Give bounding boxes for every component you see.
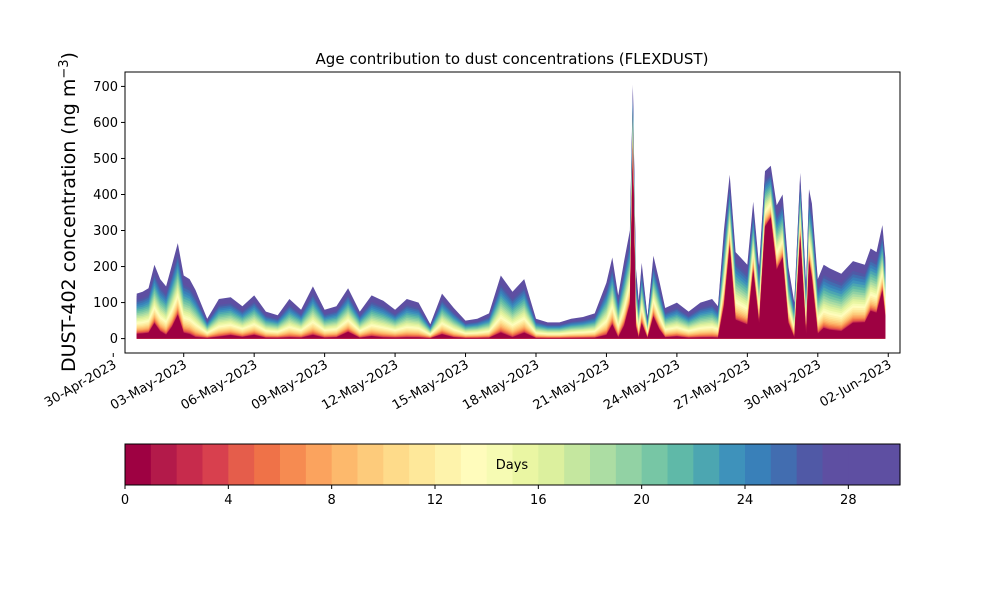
x-tick-label: 24-May-2023 bbox=[601, 357, 683, 413]
colorbar-bin bbox=[693, 444, 720, 485]
colorbar-bin bbox=[615, 444, 643, 485]
colorbar-bin bbox=[202, 444, 229, 485]
colorbar-bin bbox=[254, 444, 281, 485]
colorbar-tick-label: 8 bbox=[328, 493, 336, 508]
colorbar-bin bbox=[280, 444, 307, 485]
colorbar-tick-label: 20 bbox=[633, 493, 650, 508]
x-tick-label: 12-May-2023 bbox=[319, 357, 401, 413]
x-tick-label: 06-May-2023 bbox=[178, 357, 260, 413]
x-tick-label: 30-Apr-2023 bbox=[42, 357, 119, 410]
colorbar-label: Days bbox=[496, 458, 529, 473]
colorbar-bin bbox=[486, 444, 514, 485]
x-tick-label: 30-May-2023 bbox=[742, 357, 824, 413]
colorbar-bin bbox=[331, 444, 359, 485]
x-tick-label: 15-May-2023 bbox=[390, 357, 472, 413]
y-tick-label: 300 bbox=[93, 224, 118, 239]
colorbar-bin bbox=[176, 444, 204, 485]
colorbar-bin bbox=[822, 444, 849, 485]
colorbar-bin bbox=[435, 444, 462, 485]
colorbar-tick-label: 4 bbox=[224, 493, 232, 508]
y-tick-label: 600 bbox=[93, 116, 118, 131]
age-layer-0 bbox=[136, 148, 886, 339]
colorbar-tick-label: 0 bbox=[121, 493, 129, 508]
colorbar-bin bbox=[228, 444, 255, 485]
y-tick-label: 500 bbox=[93, 152, 118, 167]
colorbar-tick-label: 12 bbox=[427, 493, 444, 508]
colorbar-bin bbox=[150, 444, 178, 485]
y-tick-label: 400 bbox=[93, 188, 118, 203]
y-axis: 0 100 200 300 400 500 600 700 bbox=[93, 80, 125, 347]
colorbar-bin bbox=[874, 444, 901, 485]
colorbar-bin bbox=[564, 444, 591, 485]
colorbar-bin bbox=[667, 444, 694, 485]
colorbar-bin bbox=[796, 444, 824, 485]
colorbar-bin bbox=[460, 444, 488, 485]
colorbar-tick-label: 24 bbox=[737, 493, 754, 508]
x-tick-label: 21-May-2023 bbox=[531, 357, 613, 413]
y-tick-label: 0 bbox=[110, 332, 118, 347]
x-tick-label: 03-May-2023 bbox=[108, 357, 190, 413]
colorbar-bin bbox=[409, 444, 436, 485]
colorbar-tick-label: 16 bbox=[530, 493, 547, 508]
colorbar-bin bbox=[745, 444, 772, 485]
colorbar-bin bbox=[848, 444, 875, 485]
colorbar-bin bbox=[538, 444, 565, 485]
y-tick-label: 700 bbox=[93, 80, 118, 95]
colorbar-bin bbox=[719, 444, 746, 485]
chart-title: Age contribution to dust concentrations … bbox=[316, 50, 709, 68]
y-tick-label: 100 bbox=[93, 296, 118, 311]
x-tick-label: 09-May-2023 bbox=[249, 357, 331, 413]
colorbar-tick-label: 28 bbox=[840, 493, 857, 508]
x-tick-label: 02-Jun-2023 bbox=[817, 357, 894, 410]
colorbar-ticks: 0 4 8 12 16 20 24 28 bbox=[121, 485, 857, 508]
colorbar-bin bbox=[770, 444, 798, 485]
plot-frame bbox=[124, 71, 901, 354]
y-axis-label: DUST-402 concentration (ng m−3) bbox=[57, 52, 80, 372]
colorbar bbox=[125, 444, 901, 485]
colorbar-bin bbox=[125, 444, 152, 485]
colorbar-bin bbox=[357, 444, 384, 485]
x-axis: 30-Apr-202303-May-202306-May-202309-May-… bbox=[42, 353, 894, 413]
colorbar-bin bbox=[383, 444, 410, 485]
colorbar-bin bbox=[641, 444, 669, 485]
x-tick-label: 18-May-2023 bbox=[460, 357, 542, 413]
y-tick-label: 200 bbox=[93, 260, 118, 275]
x-tick-label: 27-May-2023 bbox=[672, 357, 754, 413]
stacked-area-layers bbox=[136, 84, 886, 339]
colorbar-bin bbox=[512, 444, 539, 485]
colorbar-bin bbox=[305, 444, 333, 485]
colorbar-frame bbox=[124, 443, 901, 486]
colorbar-bin bbox=[590, 444, 617, 485]
